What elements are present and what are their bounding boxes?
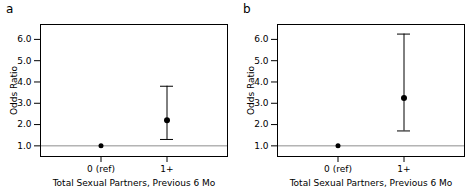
svg-text:6.0: 6.0 (17, 34, 32, 44)
html-text:b: b (243, 2, 251, 16)
svg-text:Total Sexual Partners, Previou: Total Sexual Partners, Previous 6 Mo (52, 178, 216, 188)
svg-text:6.0: 6.0 (254, 34, 269, 44)
svg-text:5.0: 5.0 (254, 56, 269, 66)
svg-text:5.0: 5.0 (17, 56, 32, 66)
svg-text:Total Sexual Partners, Previou: Total Sexual Partners, Previous 6 Mo (289, 178, 453, 188)
svg-text:1+: 1+ (160, 164, 173, 174)
svg-text:Odds Ratio: Odds Ratio (9, 65, 19, 115)
html-text:a: a (6, 2, 14, 16)
svg-text:0 (ref): 0 (ref) (87, 164, 115, 174)
svg-text:3.0: 3.0 (17, 98, 32, 108)
svg-text:0 (ref): 0 (ref) (324, 164, 352, 174)
svg-text:2.0: 2.0 (17, 119, 32, 129)
svg-text:Odds Ratio: Odds Ratio (246, 65, 256, 115)
svg-text:1+: 1+ (397, 164, 410, 174)
svg-text:4.0: 4.0 (254, 77, 269, 87)
svg-text:4.0: 4.0 (17, 77, 32, 87)
svg-text:1.0: 1.0 (17, 141, 32, 151)
svg-text:2.0: 2.0 (254, 119, 269, 129)
svg-text:3.0: 3.0 (254, 98, 269, 108)
svg-text:1.0: 1.0 (254, 141, 269, 151)
